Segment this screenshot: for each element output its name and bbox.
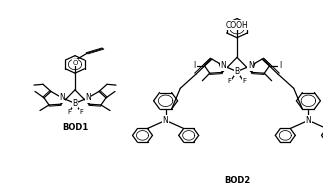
Text: B: B [234, 67, 240, 76]
Text: N: N [221, 61, 226, 70]
Text: I: I [279, 61, 281, 70]
Text: F: F [228, 78, 232, 84]
Text: N: N [306, 116, 311, 125]
Text: F: F [79, 109, 83, 115]
Text: O: O [72, 60, 78, 66]
Text: F: F [242, 78, 246, 84]
Text: F: F [67, 109, 71, 115]
Text: N: N [163, 116, 169, 125]
Text: COOH: COOH [226, 21, 248, 30]
Text: I: I [193, 61, 195, 70]
Text: BOD1: BOD1 [62, 123, 88, 132]
Text: BOD2: BOD2 [224, 176, 250, 184]
Text: N: N [85, 93, 91, 102]
Text: N: N [59, 93, 65, 102]
Text: N: N [248, 61, 254, 70]
Text: B: B [72, 99, 78, 108]
